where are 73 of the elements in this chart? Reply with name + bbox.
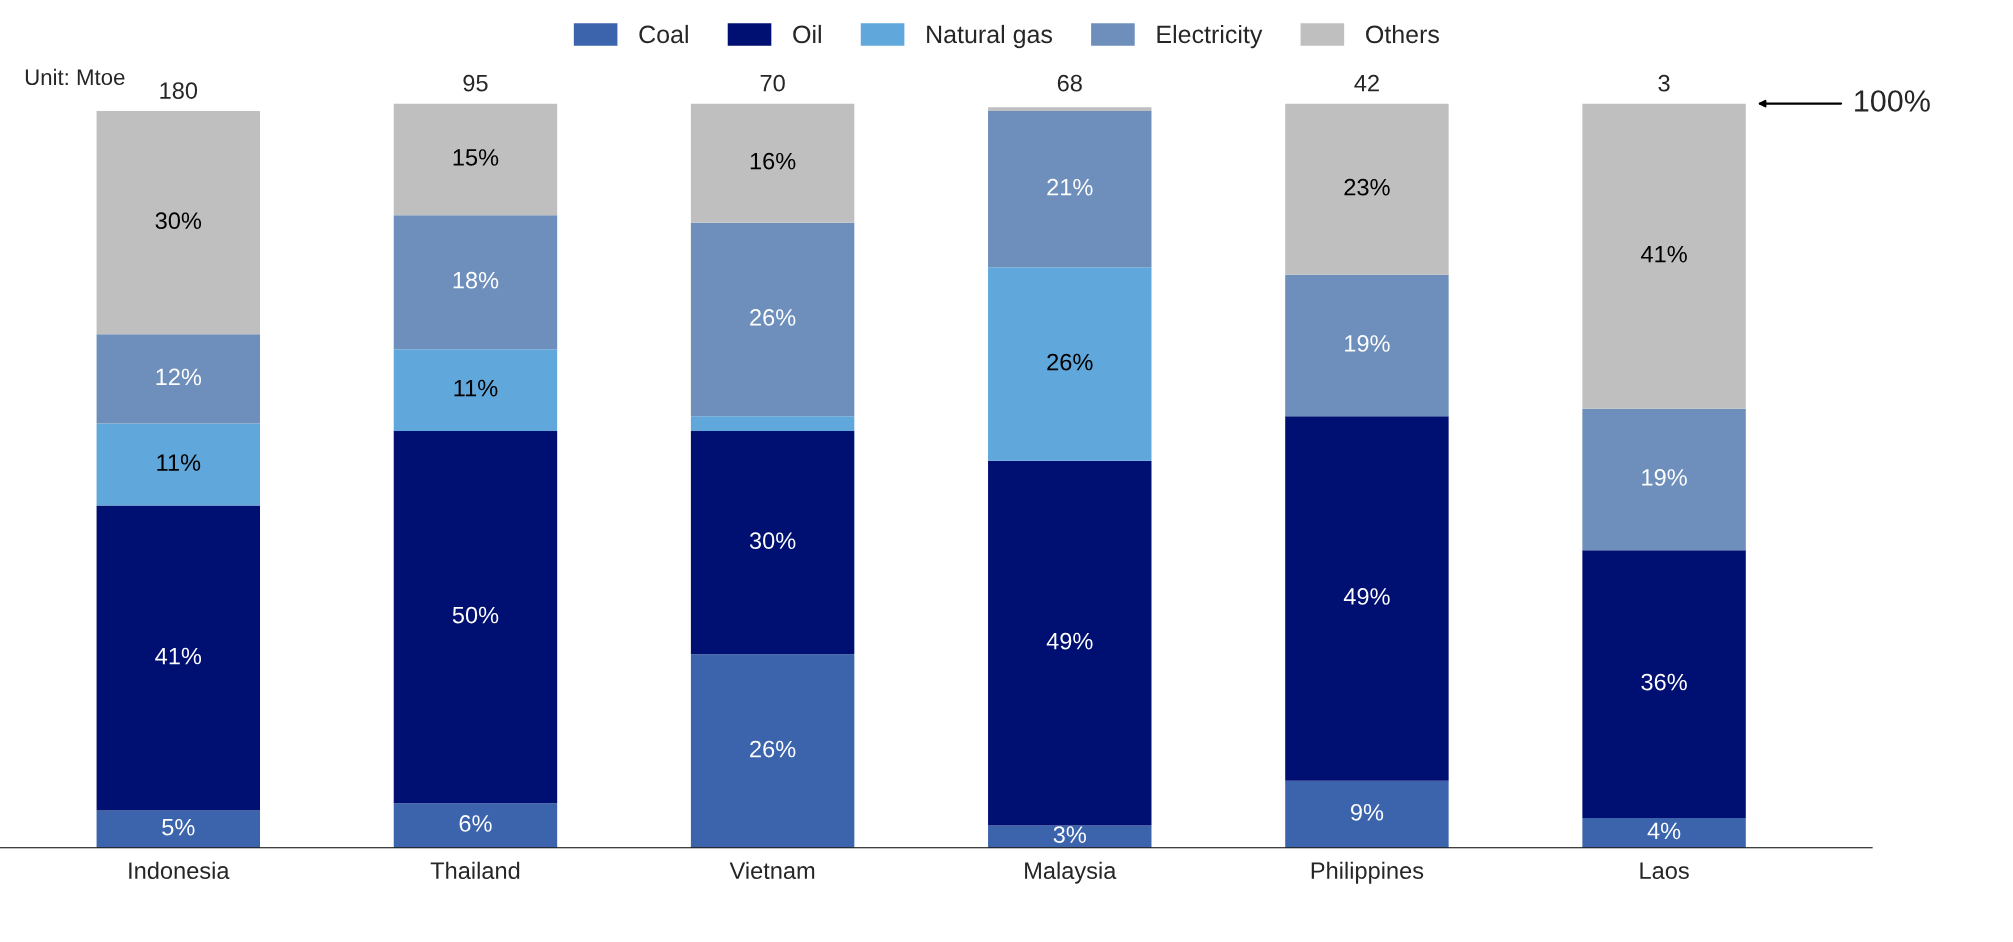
data-label: 11% xyxy=(157,454,201,471)
x-tick-label: Malaysia xyxy=(1025,861,1117,884)
bar xyxy=(1285,780,1449,848)
bar xyxy=(988,825,1152,848)
data-label: 6% xyxy=(459,815,492,832)
legend-label: Others xyxy=(1366,24,1439,44)
bar xyxy=(1285,103,1449,275)
annotation: 100% xyxy=(1855,90,1930,112)
data-label: 41% xyxy=(155,647,202,665)
data-label: 19% xyxy=(1642,469,1687,486)
data-label: 26% xyxy=(750,309,796,326)
x-tick-label: Indonesia xyxy=(129,861,230,880)
legend-label: Oil xyxy=(793,24,821,44)
data-label: 11% xyxy=(454,379,498,397)
bar xyxy=(96,334,261,424)
data-label: 9% xyxy=(1350,803,1384,821)
bar xyxy=(96,423,261,506)
bar xyxy=(988,267,1152,461)
bar xyxy=(988,111,1152,268)
bar xyxy=(1285,274,1449,417)
data-label: 16% xyxy=(750,152,796,170)
annotation: 42 xyxy=(1354,74,1379,92)
data-label: 15% xyxy=(453,149,499,166)
bar xyxy=(393,349,558,432)
annotation: 70 xyxy=(760,74,785,92)
bar xyxy=(393,215,558,350)
bar xyxy=(1582,550,1746,819)
bar xyxy=(690,654,855,848)
data-label: 18% xyxy=(453,271,499,289)
bar xyxy=(393,803,558,848)
data-label: 23% xyxy=(1344,178,1390,196)
data-label: 49% xyxy=(1046,632,1093,650)
legend-label: Coal xyxy=(639,24,688,44)
data-label: 49% xyxy=(1343,588,1390,605)
bar xyxy=(1582,103,1746,409)
data-label: 50% xyxy=(452,606,499,624)
x-tick-label: Thailand xyxy=(430,861,520,880)
bar xyxy=(393,431,558,804)
data-label: 5% xyxy=(162,818,195,836)
bar xyxy=(988,460,1152,826)
bar xyxy=(1582,818,1746,848)
data-label: 3% xyxy=(1053,826,1086,843)
x-tick-label: Laos xyxy=(1640,862,1689,880)
annotation: 95 xyxy=(463,74,488,92)
data-label: 30% xyxy=(155,212,202,230)
data-label: 19% xyxy=(1345,335,1390,352)
data-label: 4% xyxy=(1647,822,1681,840)
bar xyxy=(96,505,261,811)
bar xyxy=(690,431,855,655)
bar xyxy=(690,103,855,223)
legend-label: Natural gas xyxy=(927,24,1053,49)
bar xyxy=(690,416,855,432)
bar xyxy=(690,222,855,417)
annotation: 68 xyxy=(1057,74,1082,92)
data-label: 41% xyxy=(1640,245,1687,263)
bar xyxy=(393,103,558,216)
bar xyxy=(96,810,261,848)
x-tick-label: Philippines xyxy=(1311,861,1424,884)
bar xyxy=(988,107,1152,112)
bar xyxy=(1582,408,1746,551)
data-label: 21% xyxy=(1047,178,1093,196)
bar xyxy=(96,111,261,335)
x-tick-label: Vietnam xyxy=(729,861,815,880)
legend-label: Electricity xyxy=(1157,24,1263,49)
annotation: 3 xyxy=(1658,74,1670,92)
data-label: 26% xyxy=(750,740,796,758)
data-label: 12% xyxy=(156,368,202,386)
data-label: 30% xyxy=(749,532,796,550)
text: Unit: Mtoe xyxy=(25,68,125,86)
annotation: 180 xyxy=(160,82,198,99)
data-label: 36% xyxy=(1641,673,1687,691)
data-label: 26% xyxy=(1047,353,1093,371)
bar xyxy=(1285,416,1449,781)
